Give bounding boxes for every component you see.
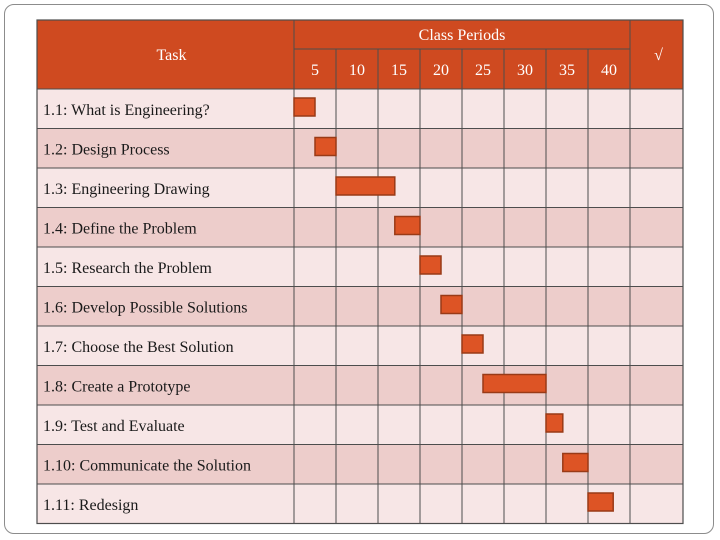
period-tick-label: 40 xyxy=(601,62,617,79)
row-background xyxy=(37,128,683,168)
task-label: 1.8: Create a Prototype xyxy=(43,379,191,396)
period-tick-label: 5 xyxy=(311,62,319,79)
period-tick-label: 10 xyxy=(349,62,365,79)
period-tick-label: 25 xyxy=(475,62,491,79)
period-tick-label: 30 xyxy=(517,62,533,79)
task-bar xyxy=(587,492,614,512)
task-bar xyxy=(419,255,442,275)
row-background xyxy=(37,365,683,405)
task-label: 1.3: Engineering Drawing xyxy=(43,181,210,198)
row-background xyxy=(37,286,683,326)
task-bar xyxy=(335,176,396,196)
task-label: 1.4: Define the Problem xyxy=(43,221,197,238)
task-label: 1.5: Research the Problem xyxy=(43,260,212,277)
row-background xyxy=(37,207,683,247)
slide-frame xyxy=(4,4,714,534)
row-background xyxy=(37,89,683,129)
task-label: 1.1: What is Engineering? xyxy=(43,102,210,119)
task-bar xyxy=(314,136,337,157)
task-label: 1.11: Redesign xyxy=(43,497,138,514)
period-tick-label: 35 xyxy=(559,62,575,79)
task-bar xyxy=(440,294,463,315)
check-header: √ xyxy=(654,47,663,64)
task-bar xyxy=(545,413,564,433)
task-bar xyxy=(461,334,484,354)
task-label: 1.9: Test and Evaluate xyxy=(43,418,185,435)
task-header: Task xyxy=(157,47,187,64)
task-label: 1.10: Communicate the Solution xyxy=(43,458,251,475)
task-bar xyxy=(482,373,547,394)
task-label: 1.7: Choose the Best Solution xyxy=(43,339,234,356)
header-background xyxy=(37,20,683,89)
task-bar xyxy=(562,452,589,473)
row-background xyxy=(37,405,683,445)
period-header: Class Periods xyxy=(419,27,506,44)
period-tick-label: 15 xyxy=(391,62,407,79)
task-bar xyxy=(293,97,316,117)
task-label: 1.6: Develop Possible Solutions xyxy=(43,300,247,317)
task-label: 1.2: Design Process xyxy=(43,142,170,159)
row-background xyxy=(37,326,683,366)
row-background xyxy=(37,484,683,524)
row-background xyxy=(37,247,683,287)
period-tick-label: 20 xyxy=(433,62,449,79)
task-bar xyxy=(394,215,421,236)
